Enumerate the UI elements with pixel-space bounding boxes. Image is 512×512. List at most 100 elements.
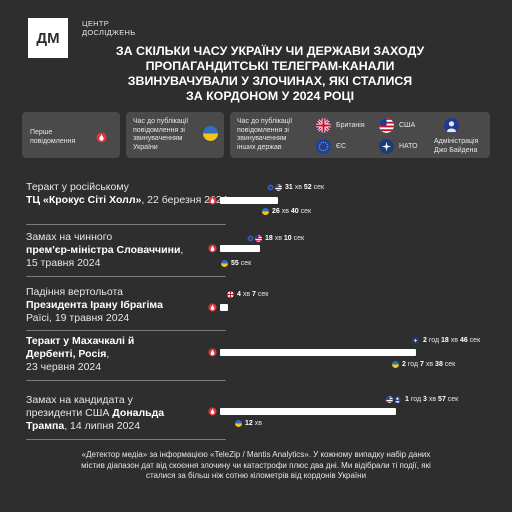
event-crocus-title: Теракт у російському ТЦ «Крокус Сіті Хол…: [26, 181, 228, 207]
event-4-rule: [26, 380, 226, 381]
event-1-other-time: 31 хв 52 сек: [285, 183, 324, 192]
usa-flag-icon: [379, 118, 394, 133]
event-4-bold-1: Теракт у Махачкалі й: [26, 335, 135, 347]
t: 2: [402, 361, 406, 368]
legend-ukraine-line-3: звинуваченням: [133, 135, 183, 142]
britain-flag-icon: [227, 291, 234, 298]
title-line-4: ЗА КОРДОНОМ У 2024 РОЦІ: [185, 89, 355, 103]
first-message-icon: [208, 407, 217, 416]
ukraine-flag-icon: [262, 208, 269, 215]
event-2-ua-time: 55 сек: [231, 259, 251, 268]
footer-note: «Детектор медіа» за інформацією «TeleZip…: [22, 450, 490, 482]
event-3-line-3: Раїсі, 19 травня 2024: [26, 312, 130, 324]
t: 12: [245, 420, 253, 427]
logo-mark-text: ДМ: [36, 29, 60, 47]
event-2-line-2: прем'єр-міністра Словаччини,: [26, 244, 183, 257]
page-title: ЗА СКІЛЬКИ ЧАСУ УКРАЇНУ ЧИ ДЕРЖАВИ ЗАХОД…: [80, 44, 460, 104]
ukraine-flag-icon: [221, 260, 228, 267]
t: 3: [423, 396, 427, 403]
t: 46: [459, 337, 468, 344]
ukraine-flag-icon: [392, 361, 399, 368]
t: сек: [445, 396, 459, 403]
first-message-icon: [208, 196, 217, 205]
event-2-bar: [220, 245, 260, 252]
usa-flag-icon: [255, 235, 262, 242]
eu-flag-icon: [247, 235, 254, 242]
event-2-post: ,: [180, 244, 184, 256]
t: сек: [311, 184, 325, 191]
t: хв: [252, 420, 262, 427]
t: 55: [231, 260, 239, 267]
event-2-line-3: 15 травня 2024: [26, 257, 101, 269]
t: 57: [438, 396, 446, 403]
logo-line-2: ДОСЛІДЖЕНЬ: [82, 28, 136, 37]
t: 1: [405, 396, 409, 403]
legend-ukraine-line-4: України: [133, 143, 158, 151]
event-3-line-2: Президента Ірану Ібрагіма: [26, 299, 163, 312]
t: 7: [252, 291, 256, 298]
t: хв: [292, 184, 304, 191]
event-2-bold: прем'єр-міністра Словаччини: [26, 244, 181, 256]
t: год: [426, 337, 442, 344]
t: 18: [441, 337, 449, 344]
legend-ukraine-line-1: Час до публікації: [133, 118, 189, 125]
t: сек: [467, 337, 481, 344]
event-4-line-1: Теракт у Махачкалі й: [26, 335, 134, 348]
t: 7: [420, 361, 424, 368]
event-5-pre2: президенти США: [26, 407, 113, 419]
usa-flag-icon: [275, 184, 282, 191]
t: хв: [272, 235, 284, 242]
ukraine-flag-icon: [203, 126, 218, 141]
event-4-line-2: Дербенті, Росія,: [26, 348, 134, 361]
logo-text: ЦЕНТР ДОСЛІДЖЕНЬ: [82, 19, 135, 37]
t: сек: [298, 208, 312, 215]
t: год: [405, 361, 421, 368]
event-4-bold-2: Дербенті, Росія: [26, 348, 107, 360]
event-2-line-1: Замах на чинного: [26, 231, 113, 243]
ukraine-flag-icon: [235, 420, 242, 427]
legend-other-line-2: повідомлення зі: [237, 126, 289, 134]
event-3-bar: [220, 304, 228, 311]
t: сек: [291, 235, 305, 242]
event-5-ua-time: 12 хв: [245, 419, 262, 428]
t: 2: [423, 337, 427, 344]
event-5-bold-3: Трампа: [26, 420, 65, 432]
event-3-line-1: Падіння вертольота: [26, 286, 123, 298]
t: 26: [272, 208, 280, 215]
event-5-line-2: президенти США Дональда: [26, 407, 164, 420]
event-1-bold: ТЦ «Крокус Сіті Холл»: [26, 194, 142, 206]
legend-first-message: Перше повідомлення: [22, 112, 120, 158]
t: 10: [283, 235, 292, 242]
britain-flag-icon: [316, 118, 331, 133]
legend-ukraine: Час до публікації повідомлення зі звинув…: [126, 112, 224, 158]
t: хв: [423, 361, 436, 368]
first-message-icon: [208, 303, 217, 312]
event-5-post: , 14 липня 2024: [64, 420, 141, 432]
event-4-bar: [220, 349, 416, 356]
event-3-rule: [26, 330, 226, 331]
event-4-ua-time: 2 год 7 хв 38 сек: [402, 360, 455, 369]
logo-mark: ДМ: [28, 18, 68, 58]
t: 52: [303, 184, 312, 191]
event-2-rule: [26, 276, 226, 277]
legend-biden-line-1: Адміністрація: [434, 138, 479, 145]
event-1-ua-time: 26 хв 40 сек: [272, 207, 311, 216]
event-5-bold-2: Дональда: [112, 407, 165, 419]
event-3-bold: Президента Ірану Ібрагіма: [26, 299, 163, 311]
legend-biden-label: Адміністрація Джо Байдена: [434, 138, 478, 155]
footer-line-2: містив діапазон дат від скоєння злочину …: [81, 460, 431, 470]
event-2-other-time: 18 хв 10 сек: [265, 234, 304, 243]
legend-first-line-2: повідомлення: [30, 137, 76, 145]
usa-flag-icon: [386, 396, 393, 403]
title-line-3: ЗВИНУВАЧУВАЛИ У ЗЛОЧИНАХ, ЯКІ СТАЛИСЯ: [127, 74, 413, 88]
legend-ukraine-line-2: повідомлення зі: [133, 126, 185, 134]
legend-usa-label: США: [399, 122, 416, 129]
event-5-line-3: Трампа, 14 липня 2024: [26, 420, 164, 433]
event-5-line-1: Замах на кандидата у: [26, 394, 133, 406]
nato-flag-icon: [379, 139, 394, 154]
first-message-icon: [208, 244, 217, 253]
event-4-post: ,: [106, 348, 110, 360]
t: хв: [240, 291, 253, 298]
event-trump-title: Замах на кандидата у президенти США Дона…: [26, 394, 164, 433]
legend-ukraine-label: Час до публікації повідомлення зі звинув…: [133, 118, 188, 152]
